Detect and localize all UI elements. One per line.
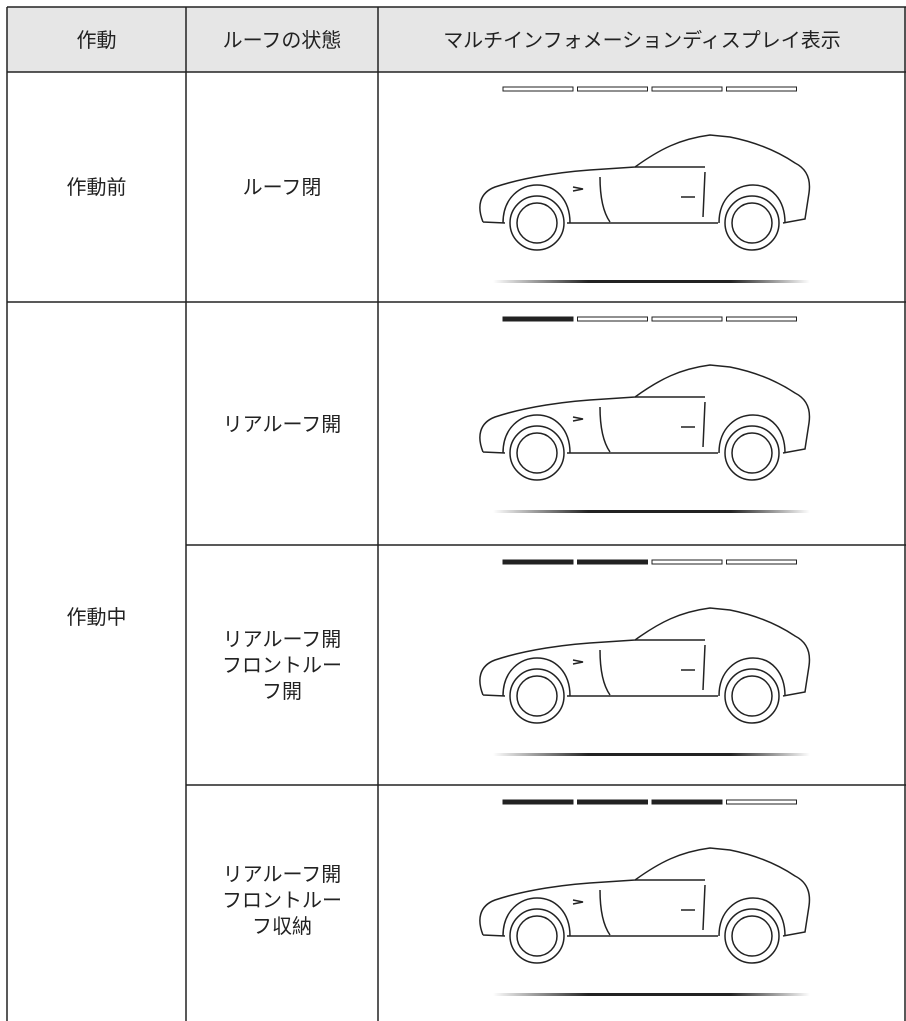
car-illustration [479,134,811,251]
progress-segment [502,799,574,805]
header-cell: 作動 [76,27,117,52]
state-line: フ収納 [252,914,312,938]
car-illustration [479,607,811,724]
progress-segment [726,799,797,805]
car-shadow [493,753,810,756]
progress-segment [502,86,574,92]
state-line: ルーフ閉 [242,175,322,199]
state-line: リアルーフ開 [222,862,342,886]
car-illustration [479,364,811,481]
operation-cell: 作動中 [66,604,127,629]
state-cell: リアルーフ開 フロントルー フ収納 [186,785,378,1015]
state-cell: リアルーフ開 [186,302,378,545]
state-line: フロントルー [222,653,342,677]
progress-segment [651,799,723,805]
header-cell: ルーフの状態 [222,27,342,52]
header-background [7,7,906,72]
header-cell: マルチインフォメーションディスプレイ表示 [443,27,841,52]
operation-cell: 作動前 [66,175,127,199]
car-shadow [493,280,810,283]
car-shadow [493,993,810,996]
progress-segment [651,86,723,92]
progress-segment [577,559,648,565]
progress-segment [577,799,648,805]
progress-segment [726,559,797,565]
car-illustration [479,847,811,964]
state-line: リアルーフ開 [222,627,342,651]
progress-segment [577,316,648,322]
state-cell: リアルーフ開 フロントルー フ開 [186,545,378,785]
progress-segment [726,316,797,322]
progress-segment [502,316,574,322]
progress-segment [651,316,723,322]
state-line: リアルーフ開 [222,411,342,436]
progress-segment [651,559,723,565]
progress-segment [577,86,648,92]
progress-segment [726,86,797,92]
state-line: フ開 [262,679,302,703]
car-shadow [493,510,810,513]
state-cell: ルーフ閉 [186,72,378,302]
progress-segment [502,559,574,565]
state-line: フロントルー [222,888,342,912]
